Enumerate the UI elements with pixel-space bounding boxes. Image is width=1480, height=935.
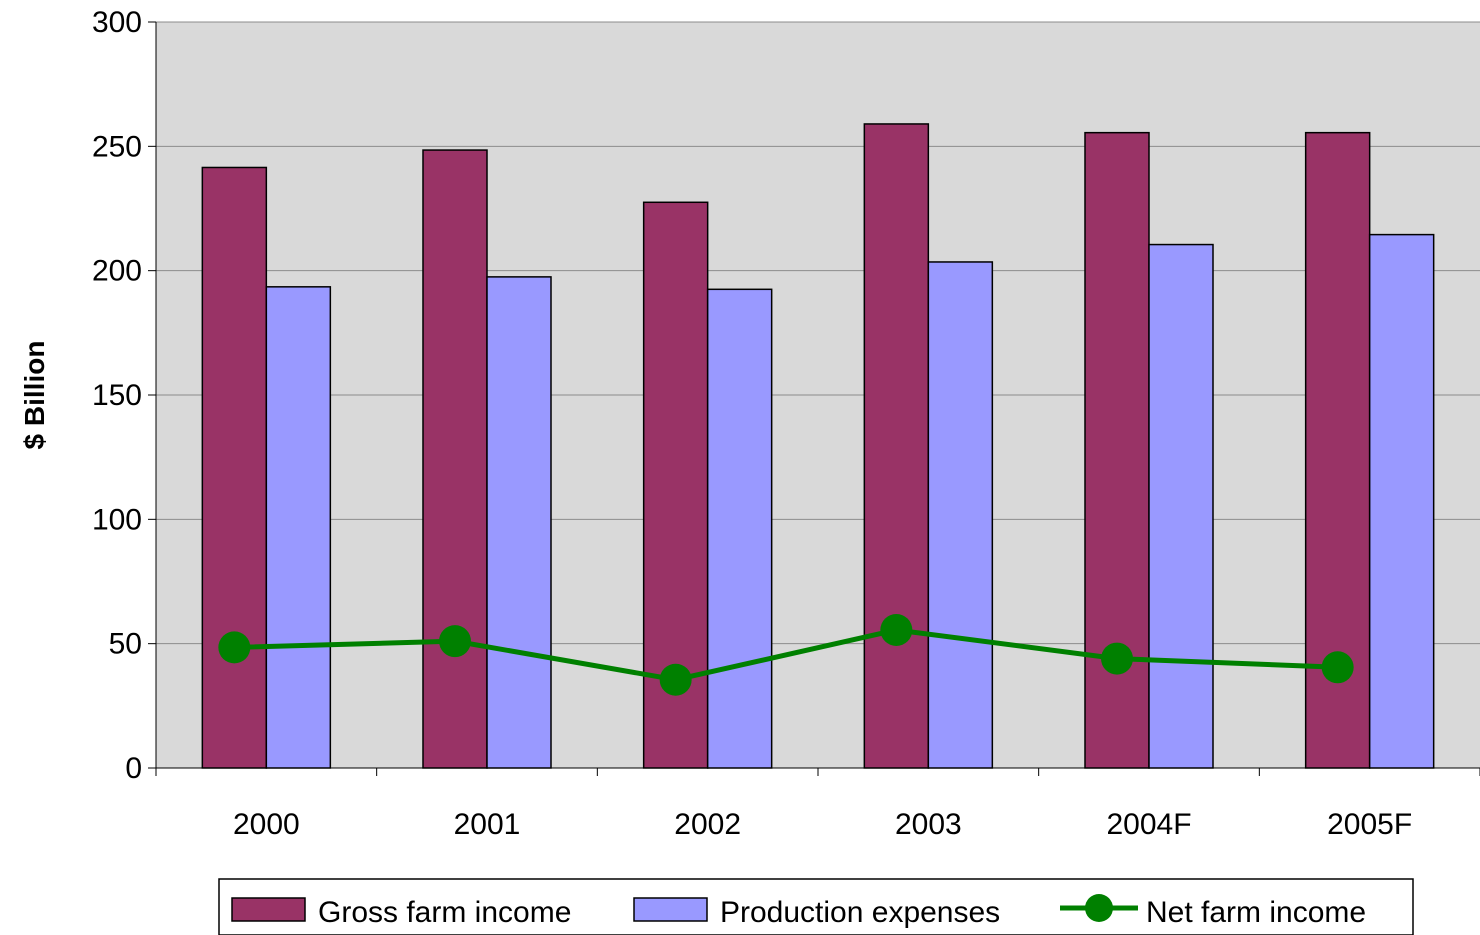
x-tick-label: 2001 [454, 808, 521, 841]
x-tick-label: 2002 [674, 808, 741, 841]
y-tick-label: 100 [92, 503, 142, 536]
y-tick-labels: 0 50 100 150 200 250 300 [92, 6, 156, 785]
legend-label-net-income: Net farm income [1146, 896, 1366, 929]
bar-production-expenses [706, 288, 773, 769]
legend-label-production-expenses: Production expenses [720, 896, 1000, 929]
legend-swatch-gross-income [231, 897, 306, 922]
net-income-path [234, 627, 1338, 683]
bar-production-expenses [1148, 243, 1214, 769]
bar-gross-farm-income [201, 166, 268, 769]
bars [201, 123, 1435, 769]
x-tick-label: 2003 [895, 808, 962, 841]
net-income-marker [218, 631, 251, 664]
legend-label-gross-income: Gross farm income [318, 896, 571, 929]
net-income-marker [1101, 642, 1133, 675]
bar-production-expenses [265, 286, 332, 769]
net-income-line [218, 613, 1354, 696]
legend-box [218, 878, 1414, 935]
y-axis-title: $ Billion [19, 341, 50, 450]
x-tick-label: 2004F [1106, 808, 1191, 841]
net-income-marker [439, 625, 471, 658]
net-income-marker [1321, 651, 1354, 684]
legend: Gross farm income Production expenses Ne… [218, 878, 1414, 935]
bar-production-expenses [486, 276, 552, 769]
y-tick-label: 0 [125, 752, 142, 785]
y-tick-label: 200 [92, 255, 142, 288]
bar-production-expenses [1368, 233, 1435, 769]
x-tick-label: 2005F [1327, 808, 1412, 841]
bar-gross-farm-income [422, 149, 488, 769]
bar-production-expenses [927, 261, 994, 769]
legend-swatch-production-expenses [633, 897, 708, 922]
legend-marker-net-income [1085, 894, 1113, 922]
bar-gross-farm-income [863, 123, 930, 769]
net-income-marker [880, 613, 913, 646]
x-tick-label: 2000 [233, 808, 300, 841]
y-tick-label: 150 [92, 379, 142, 412]
x-tick-labels: 2000 2001 2002 2003 2004F 2005F [155, 768, 1480, 841]
y-tick-label: 300 [92, 6, 142, 39]
y-tick-label: 250 [92, 130, 142, 163]
net-income-marker [659, 663, 692, 696]
y-tick-label: 50 [109, 628, 142, 661]
